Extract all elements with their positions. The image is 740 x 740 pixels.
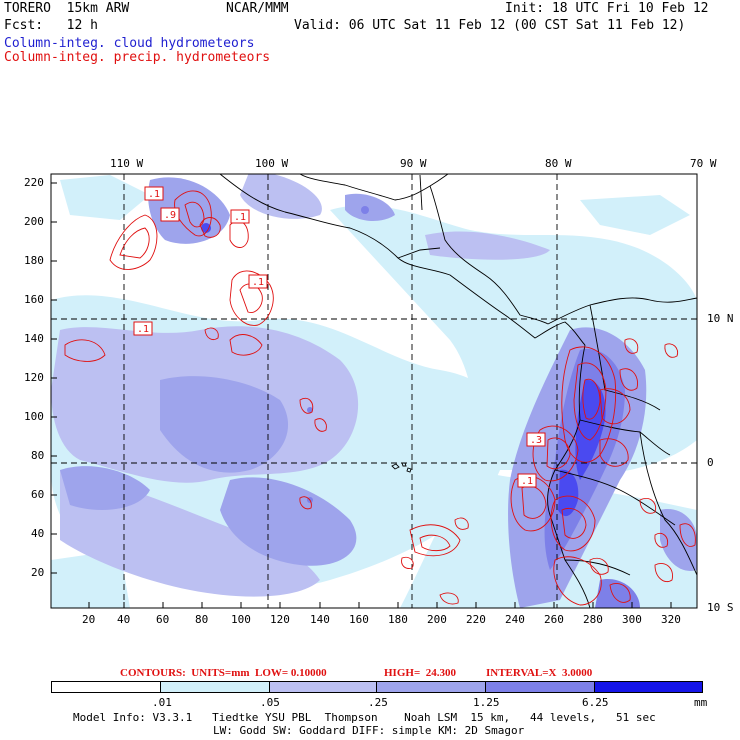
precip-contours: [64, 190, 696, 606]
colorbar-swatch: [269, 681, 377, 693]
lon-label: 100 W: [255, 157, 289, 170]
lon-label: 70 W: [690, 157, 717, 170]
model-title: TORERO 15km ARW: [4, 1, 130, 16]
colorbar-label: .25: [368, 696, 388, 709]
contour-high: HIGH= 24.300: [384, 667, 456, 679]
x-tick-label: 320: [661, 613, 681, 626]
colorbar-swatch: [160, 681, 270, 693]
colorbar-label: .05: [260, 696, 280, 709]
x-tick-label: 260: [544, 613, 564, 626]
cloud-shading: [51, 174, 697, 608]
field-precip-label: Column-integ. precip. hydrometeors: [4, 50, 271, 65]
contour-label: .3: [530, 435, 542, 446]
x-tick-label: 240: [505, 613, 525, 626]
y-tick-label: 80: [31, 449, 45, 462]
forecast-hour: Fcst: 12 h: [4, 18, 98, 33]
axis-ticks: [51, 182, 672, 608]
contour-interval: INTERVAL=X 3.0000: [486, 667, 593, 679]
y-tick-label: 40: [31, 527, 45, 540]
y-tick-label: 20: [31, 566, 45, 579]
plot-frame: [50, 173, 698, 609]
lon-label: 80 W: [545, 157, 572, 170]
contour-label: .1: [137, 324, 149, 335]
colorbar-swatch: [376, 681, 486, 693]
y-tick-label: 200: [24, 215, 44, 228]
x-tick-label: 100: [231, 613, 251, 626]
contour-label: .1: [521, 476, 533, 487]
org-label: NCAR/MMM: [226, 1, 289, 16]
model-physics: LW: Godd SW: Goddard DIFF: simple KM: 2D…: [213, 724, 525, 737]
contour-label: .1: [148, 189, 160, 200]
x-tick-label: 80: [195, 613, 209, 626]
contour-label: .1: [252, 277, 264, 288]
x-tick-label: 140: [310, 613, 330, 626]
lat-label: 10 N: [707, 312, 734, 325]
coastlines: [219, 173, 698, 609]
model-info: Model Info: V3.3.1 Tiedtke YSU PBL Thomp…: [73, 711, 656, 724]
field-cloud-label: Column-integ. cloud hydrometeors: [4, 36, 255, 51]
contour-labels: .1 .9 .1 .1 .1 .3 .1: [133, 186, 546, 488]
x-tick-label: 220: [466, 613, 486, 626]
y-tick-label: 120: [24, 371, 44, 384]
y-tick-label: 220: [24, 176, 44, 189]
x-tick-label: 280: [583, 613, 603, 626]
colorbar-unit: mm: [694, 696, 708, 709]
contour-units: CONTOURS: UNITS=mm LOW= 0.10000: [120, 667, 327, 679]
colorbar-label: 1.25: [473, 696, 500, 709]
x-tick-label: 60: [156, 613, 170, 626]
y-tick-label: 60: [31, 488, 45, 501]
y-tick-label: 140: [24, 332, 44, 345]
valid-time: Valid: 06 UTC Sat 11 Feb 12 (00 CST Sat …: [294, 18, 686, 33]
init-time: Init: 18 UTC Fri 10 Feb 12: [505, 1, 709, 16]
x-tick-label: 120: [270, 613, 290, 626]
colorbar-swatch: [594, 681, 703, 693]
x-tick-label: 180: [388, 613, 408, 626]
colorbar-swatch: [51, 681, 161, 693]
lon-label: 110 W: [110, 157, 144, 170]
contour-label: .9: [164, 210, 176, 221]
x-tick-label: 20: [82, 613, 96, 626]
colorbar-label: .01: [152, 696, 172, 709]
contour-label: .1: [234, 212, 246, 223]
y-tick-label: 100: [24, 410, 44, 423]
y-tick-label: 180: [24, 254, 44, 267]
x-tick-label: 40: [117, 613, 131, 626]
x-tick-label: 300: [622, 613, 642, 626]
colorbar-label: 6.25: [582, 696, 609, 709]
colorbar-swatch: [485, 681, 595, 693]
lon-label: 90 W: [400, 157, 427, 170]
x-tick-label: 200: [427, 613, 447, 626]
lat-label: 10 S: [707, 601, 734, 614]
y-tick-label: 160: [24, 293, 44, 306]
x-tick-label: 160: [349, 613, 369, 626]
lat-label: 0: [707, 456, 714, 469]
